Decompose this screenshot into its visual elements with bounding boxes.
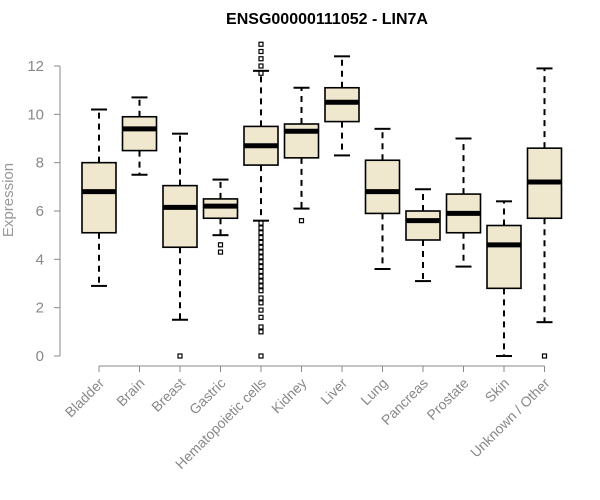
x-tick-label: Prostate xyxy=(423,375,471,423)
outlier-point xyxy=(258,225,264,231)
outlier-point xyxy=(258,249,264,255)
y-tick-label: 8 xyxy=(36,155,44,172)
outlier-point xyxy=(258,278,264,284)
outlier-point xyxy=(258,295,264,301)
outlier-point xyxy=(177,353,183,359)
iqr-box xyxy=(405,210,441,241)
outlier-point xyxy=(258,307,264,313)
y-axis-label: Expression xyxy=(0,163,17,237)
outlier-point xyxy=(258,314,264,320)
outlier-point xyxy=(258,263,264,270)
outlier-point xyxy=(258,324,264,330)
box-group xyxy=(364,127,401,270)
outlier-point xyxy=(258,244,264,250)
x-tick-label: Bladder xyxy=(62,375,108,421)
outlier-point xyxy=(258,300,264,306)
box-group xyxy=(324,55,360,157)
outlier-point xyxy=(258,283,264,289)
outlier-point xyxy=(258,288,264,294)
x-tick-label: Skin xyxy=(482,375,513,406)
outlier-point xyxy=(258,353,264,359)
x-tick-label: Kidney xyxy=(268,375,310,417)
iqr-box xyxy=(364,159,401,215)
iqr-box xyxy=(81,161,117,234)
y-tick-label: 2 xyxy=(36,300,44,317)
outlier-point xyxy=(541,353,548,359)
iqr-box xyxy=(162,184,198,249)
box-group xyxy=(162,132,198,359)
box-group xyxy=(486,200,522,357)
box-group xyxy=(243,41,279,359)
outlier-point xyxy=(258,70,264,76)
iqr-box xyxy=(121,115,158,152)
outlier-point xyxy=(258,48,264,55)
outlier-point xyxy=(258,268,264,275)
x-tick-label: Liver xyxy=(317,375,350,408)
outlier-point xyxy=(258,273,264,279)
outlier-point xyxy=(258,230,264,236)
box-series xyxy=(81,41,563,359)
y-tick-label: 4 xyxy=(36,251,44,268)
x-tick-label: Lung xyxy=(357,375,390,408)
box-group xyxy=(202,178,239,255)
box-group xyxy=(526,67,563,359)
outlier-point xyxy=(217,242,224,248)
box-group xyxy=(405,188,441,283)
outlier-point xyxy=(258,220,264,226)
y-tick-label: 6 xyxy=(36,203,44,220)
x-axis xyxy=(98,365,545,372)
y-tick-label: 12 xyxy=(27,58,44,75)
chart-title: ENSG00000111052 - LIN7A xyxy=(226,11,428,28)
outlier-point xyxy=(258,254,264,260)
box-group xyxy=(121,96,158,176)
x-tick-label: Brain xyxy=(113,375,147,409)
outlier-point xyxy=(258,234,264,241)
y-axis: 0 2 4 6 8 10 12 xyxy=(27,58,61,365)
box-group xyxy=(283,86,320,224)
box-group xyxy=(81,108,117,287)
box-group xyxy=(445,137,482,268)
outlier-point xyxy=(258,41,264,47)
iqr-box xyxy=(486,224,522,290)
outlier-point xyxy=(298,218,305,224)
outlier-point xyxy=(258,63,264,69)
outlier-point xyxy=(258,56,264,62)
outlier-point xyxy=(258,259,264,265)
x-tick-label: Breast xyxy=(148,375,188,415)
y-tick-label: 10 xyxy=(27,106,44,123)
outlier-point xyxy=(258,329,264,335)
outlier-point xyxy=(258,239,264,246)
outlier-point xyxy=(217,249,224,255)
y-tick-label: 0 xyxy=(36,348,44,365)
